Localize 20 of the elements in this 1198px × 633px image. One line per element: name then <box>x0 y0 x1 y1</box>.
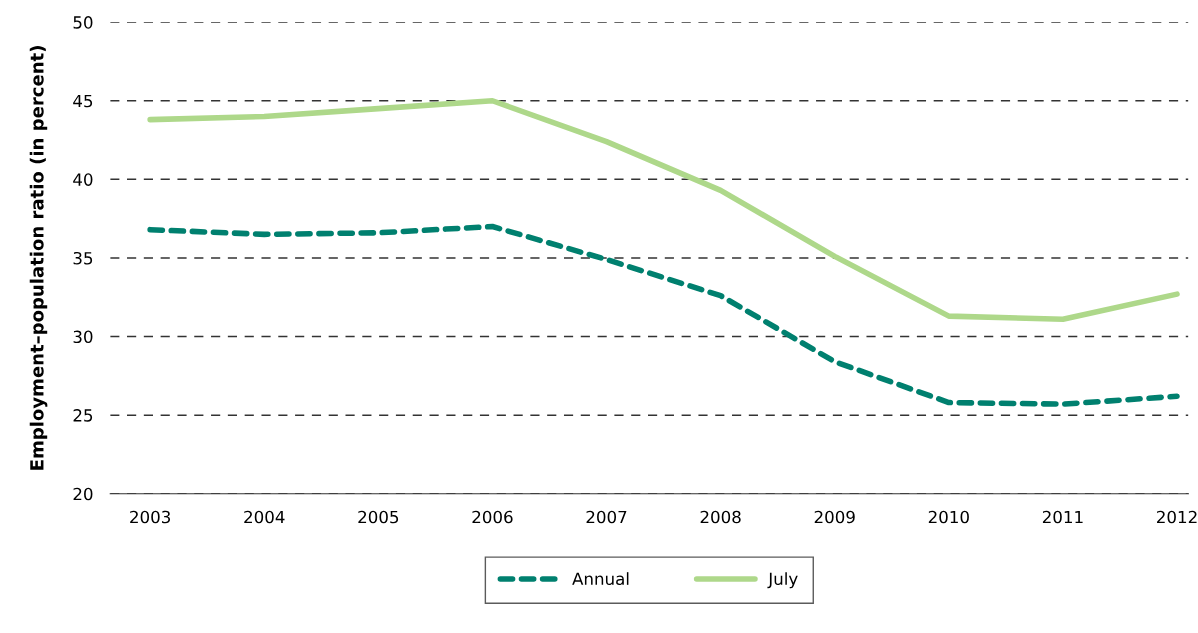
x-tick-label: 2010 <box>928 510 969 524</box>
x-tick-label: 2008 <box>700 510 741 524</box>
x-tick-label: 2005 <box>358 510 399 524</box>
x-tick-label: 2012 <box>1157 510 1197 524</box>
y-tick-label: 20 <box>73 487 93 501</box>
legend-label: July <box>767 572 798 589</box>
y-tick-label: 25 <box>73 409 93 422</box>
x-tick-label: 2003 <box>130 510 171 524</box>
y-tick-label: 35 <box>73 251 93 265</box>
y-tick-label: 45 <box>73 94 93 108</box>
x-tick-label: 2006 <box>472 510 513 524</box>
y-tick-label: 30 <box>73 330 93 344</box>
x-tick-label: 2007 <box>586 510 627 524</box>
x-tick-label: 2009 <box>814 510 855 524</box>
x-tick-label: 2011 <box>1042 510 1083 524</box>
y-tick-label: 40 <box>73 173 93 186</box>
y-tick-label: 50 <box>73 16 93 29</box>
x-tick-label: 2004 <box>244 510 285 524</box>
y-axis-title: Employment–population ratio (in percent) <box>29 46 48 470</box>
legend-label: Annual <box>572 572 629 586</box>
